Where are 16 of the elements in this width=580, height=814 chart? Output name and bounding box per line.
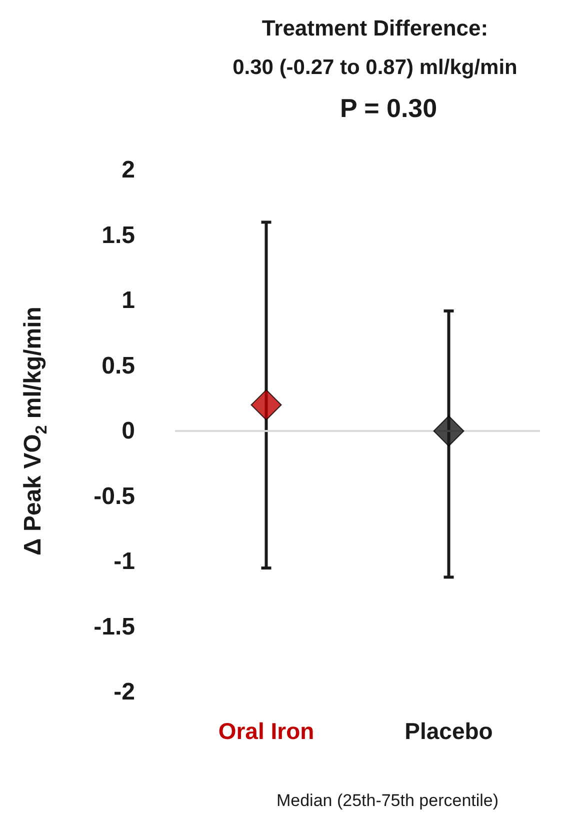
y-tick-label: 1.5: [102, 222, 135, 249]
y-tick-label: -2: [114, 678, 135, 706]
x-tick-label: Oral Iron: [218, 718, 314, 744]
y-tick-label: -1: [114, 548, 135, 575]
x-tick-label: Placebo: [404, 718, 493, 744]
text: P = 0.30: [340, 93, 438, 123]
chart-subtitle: 0.30 (-0.27 to 0.87) ml/kg/min: [232, 56, 518, 79]
y-tick-label: 0.5: [102, 352, 135, 380]
y-tick-label: -1.5: [94, 613, 135, 640]
x-axis-title: Median (25th-75th percentile): [276, 791, 499, 810]
y-tick-label: -0.5: [94, 482, 135, 510]
chart-title: Treatment Difference:: [262, 16, 488, 40]
y-tick-label: 1: [122, 287, 135, 314]
y-tick-label: 0: [122, 418, 135, 444]
y-tick-label: 2: [122, 156, 135, 184]
y-axis-title: Δ Peak VO2 ml/kg/min: [20, 306, 50, 556]
